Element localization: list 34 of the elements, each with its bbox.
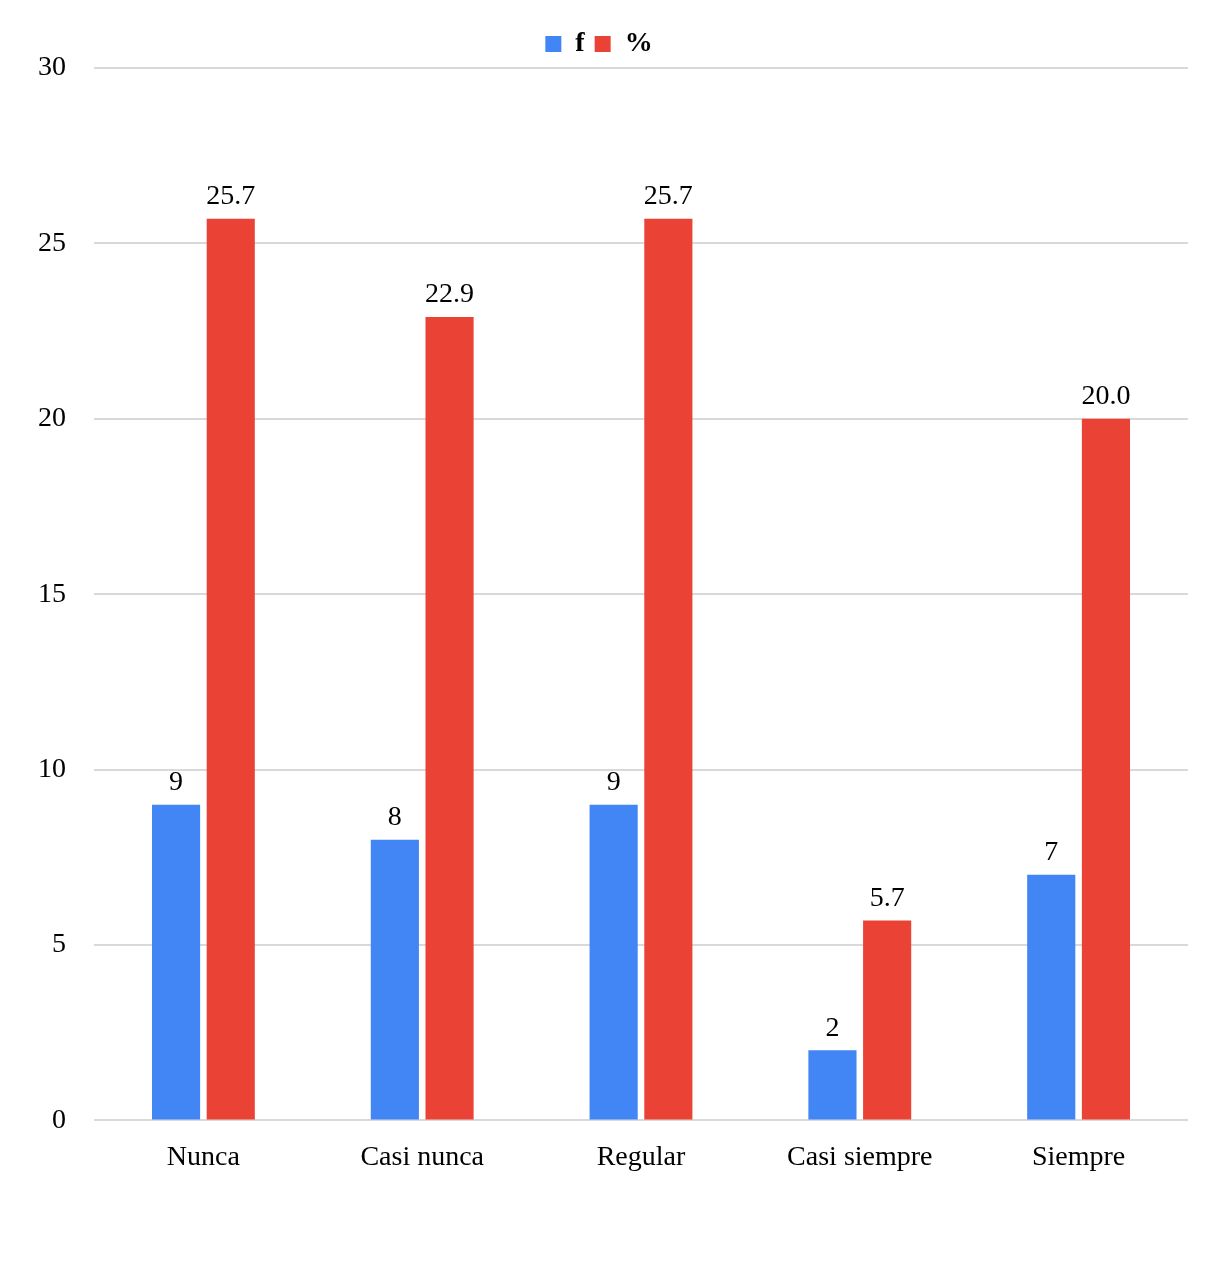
y-tick-label: 20 <box>38 401 66 433</box>
bar <box>644 218 693 1120</box>
y-tick-label: 25 <box>38 225 66 257</box>
y-tick-label: 10 <box>38 751 66 783</box>
bar <box>808 1050 857 1120</box>
bar <box>863 920 912 1120</box>
data-label: 25.7 <box>206 179 256 211</box>
bar <box>425 317 474 1120</box>
x-tick-label: Siempre <box>1031 1139 1126 1171</box>
data-label: 25.7 <box>643 179 693 211</box>
data-label: 8 <box>387 800 402 832</box>
data-label: 5.7 <box>869 880 905 912</box>
legend-label: f <box>575 26 586 58</box>
x-tick-label: Nunca <box>166 1139 241 1171</box>
x-tick-label: Casi siempre <box>787 1139 933 1171</box>
data-label: 7 <box>1044 835 1059 867</box>
bar <box>370 839 419 1120</box>
y-tick-label: 15 <box>38 576 66 608</box>
bar <box>1081 418 1131 1120</box>
bar <box>206 218 255 1120</box>
bar <box>151 804 201 1120</box>
x-tick-label: Regular <box>596 1139 686 1171</box>
y-tick-label: 5 <box>52 927 66 959</box>
data-label: 20.0 <box>1081 379 1131 411</box>
y-tick-label: 0 <box>52 1102 66 1134</box>
bar <box>589 804 638 1120</box>
legend-label: % <box>624 26 653 58</box>
data-label: 9 <box>606 765 621 797</box>
bar <box>1027 874 1076 1120</box>
y-tick-label: 30 <box>38 50 66 82</box>
data-label: 2 <box>825 1010 840 1042</box>
x-tick-label: Casi nunca <box>360 1139 485 1171</box>
data-label: 22.9 <box>425 277 475 309</box>
data-label: 9 <box>169 765 184 797</box>
